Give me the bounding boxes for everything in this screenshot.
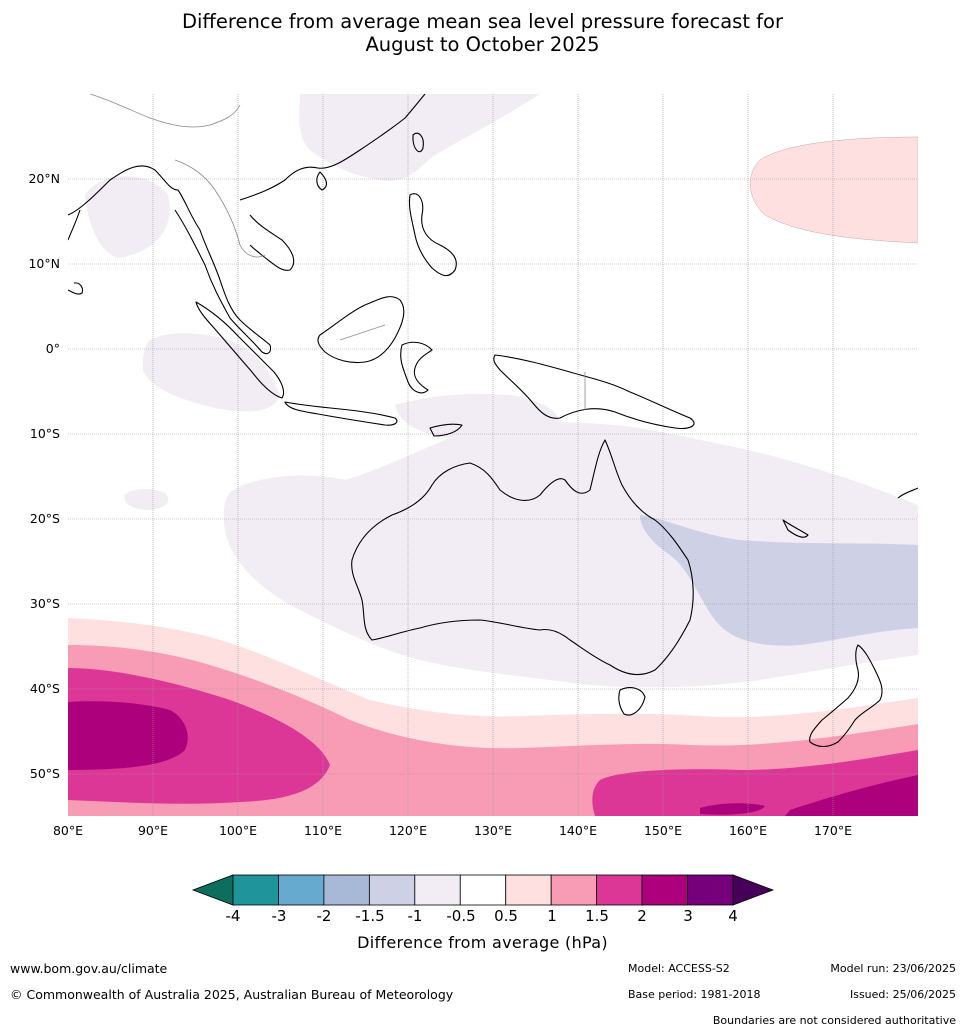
colorbar-label: Difference from average (hPa)	[357, 933, 608, 952]
colorbar-segment	[232, 874, 279, 906]
coast-australia	[351, 439, 694, 676]
anomaly-region-indonesia	[395, 393, 560, 442]
lon-label-100e: 100°E	[218, 823, 257, 838]
border-borneo	[339, 324, 386, 341]
colorbar	[191, 874, 775, 906]
border-himalaya	[89, 94, 241, 128]
lat-label-0: 0°	[45, 341, 60, 356]
map-area	[68, 94, 918, 816]
colorbar-tick: -4	[225, 907, 241, 925]
coast-hainan	[316, 171, 328, 191]
chart-title: Difference from average mean sea level p…	[0, 10, 965, 56]
colorbar-segment	[641, 874, 688, 906]
border-myanmar-thailand	[174, 159, 266, 258]
anomaly-pos-2-east	[785, 775, 918, 816]
lon-label-140e: 140°E	[558, 823, 597, 838]
anomaly-pos-1-5-west	[68, 668, 330, 804]
lat-label-10n: 10°N	[28, 256, 60, 271]
footer-model: Model: ACCESS-S2	[628, 962, 730, 975]
colorbar-tick: -1	[407, 907, 423, 925]
colorbar-segment	[368, 874, 416, 906]
colorbar-tick: -3	[271, 907, 287, 925]
coast-taiwan	[412, 132, 424, 153]
coast-timor	[429, 423, 463, 437]
coast-india-east	[68, 209, 81, 241]
colorbar-tick: 0.5	[494, 907, 518, 925]
coast-new-zealand	[809, 644, 883, 748]
footer-base-period: Base period: 1981-2018	[628, 988, 761, 1001]
anomaly-pos-2-spot	[700, 803, 765, 815]
anomaly-region-south-china-sea	[299, 94, 540, 181]
colorbar-segment	[323, 874, 370, 906]
colorbar-segment	[505, 874, 552, 906]
footer-website-link[interactable]: www.bom.gov.au/climate	[10, 961, 168, 976]
anomaly-pos-2-west	[68, 701, 188, 770]
coastlines	[68, 94, 918, 748]
anomaly-pos-north-pacific	[750, 136, 918, 244]
footer-disclaimer: Boundaries are not considered authoritat…	[712, 1014, 956, 1027]
title-line-1: Difference from average mean sea level p…	[182, 10, 783, 33]
lon-label-160e: 160°E	[728, 823, 767, 838]
title-line-2: August to October 2025	[365, 33, 600, 56]
coast-philippines	[408, 193, 457, 277]
lon-label-90e: 90°E	[137, 823, 169, 838]
lat-label-20s: 20°S	[29, 511, 60, 526]
coast-tasmania	[618, 687, 646, 716]
footer-model-run: Model run: 23/06/2025	[830, 962, 956, 975]
coast-sri-lanka	[68, 282, 84, 295]
anomaly-region-bay-of-bengal	[85, 176, 170, 258]
colorbar-segment	[596, 874, 643, 906]
coast-borneo	[317, 296, 405, 364]
coast-indochina-west	[68, 165, 272, 355]
colorbar-segment	[278, 874, 325, 906]
lat-label-50s: 50°S	[29, 766, 60, 781]
coast-fiji	[897, 487, 918, 499]
colorbar-tick: 4	[728, 907, 738, 925]
footer-issued: Issued: 25/06/2025	[849, 988, 956, 1001]
colorbar-tick: 2	[637, 907, 647, 925]
colorbar-tick: 1.5	[585, 907, 609, 925]
lon-label-170e: 170°E	[813, 823, 852, 838]
lon-label-120e: 120°E	[388, 823, 427, 838]
anomaly-region-equatorial-indian	[142, 333, 280, 412]
colorbar-segment	[414, 874, 461, 906]
anomaly-region-small-west	[124, 489, 169, 510]
colorbar-segment	[687, 874, 734, 906]
anomaly-neg-1	[640, 515, 918, 646]
lat-label-20n: 20°N	[28, 171, 60, 186]
coast-sulawesi	[400, 341, 433, 394]
lon-label-150e: 150°E	[643, 823, 682, 838]
graticule	[68, 94, 918, 816]
colorbar-tick: 3	[683, 907, 693, 925]
colorbar-tick: 1	[547, 907, 557, 925]
lon-label-80e: 80°E	[52, 823, 84, 838]
lat-label-40s: 40°S	[29, 681, 60, 696]
coast-sumatra	[195, 301, 285, 399]
colorbar-tick: -1.5	[355, 907, 385, 925]
coast-china-south	[239, 94, 426, 201]
coast-new-caledonia	[782, 519, 809, 538]
colorbar-arrow-low	[191, 874, 234, 906]
country-borders	[89, 94, 586, 410]
footer-copyright: © Commonwealth of Australia 2025, Austra…	[10, 987, 454, 1002]
lat-label-30s: 30°S	[29, 596, 60, 611]
coast-java	[284, 401, 398, 426]
colorbar-tick: -0.5	[446, 907, 476, 925]
lat-label-10s: 10°S	[29, 426, 60, 441]
colorbar-segment	[459, 874, 507, 906]
colorbar-tick: -2	[316, 907, 332, 925]
colorbar-arrow-high	[732, 874, 775, 906]
coast-new-guinea	[493, 354, 695, 429]
lon-label-110e: 110°E	[303, 823, 342, 838]
colorbar-segment	[550, 874, 598, 906]
lon-label-130e: 130°E	[473, 823, 512, 838]
